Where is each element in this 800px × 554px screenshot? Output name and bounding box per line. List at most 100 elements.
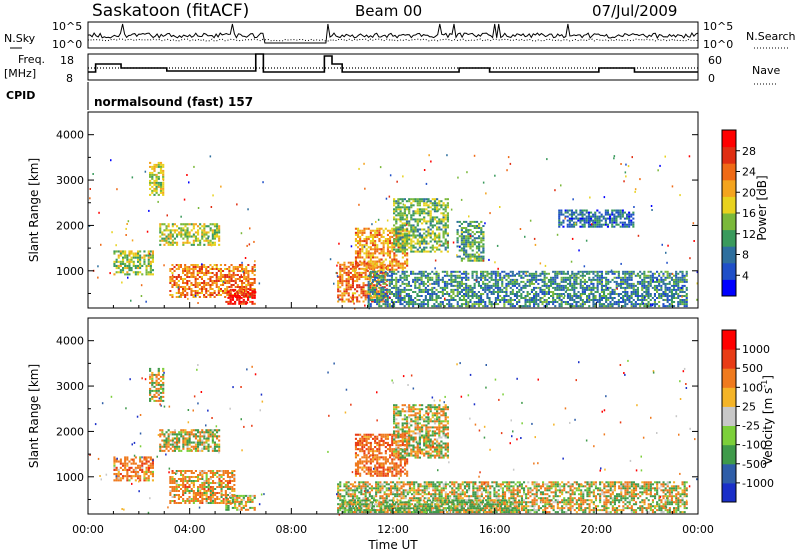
echo-cell-8	[378, 293, 381, 295]
echo-cell-8	[543, 299, 546, 301]
echo-cell-2	[113, 264, 116, 267]
echo-cell-8	[378, 276, 381, 279]
echo-cell-7	[393, 242, 396, 245]
echo-cell-2	[132, 458, 135, 461]
echo-cell-2	[132, 264, 135, 267]
echo-cell-9	[471, 220, 474, 223]
echo-cell-10	[579, 211, 582, 214]
echo-cell-8	[681, 272, 684, 275]
echo-cell-7	[423, 238, 426, 241]
echo-cell-8	[435, 299, 438, 301]
echo-cell-8	[617, 303, 620, 306]
echo-cell-5	[345, 290, 348, 293]
echo-cell-8	[632, 270, 635, 273]
echo-cell-8	[622, 280, 625, 283]
echo-cell-8	[526, 274, 529, 277]
echo-cell-1	[165, 235, 168, 238]
echo-cell-10	[632, 211, 635, 214]
echo-cell-1	[186, 239, 189, 242]
echo-cell-5	[339, 278, 342, 281]
echo-cell-8	[401, 303, 404, 306]
echo-cell-1	[216, 229, 219, 232]
echo-cell-2	[117, 264, 120, 267]
echo-cell-7	[438, 236, 441, 239]
echo-cell-8	[581, 301, 584, 303]
echo-cell-8	[545, 291, 548, 293]
echo-cell-7	[418, 246, 421, 249]
scatter-echo	[616, 287, 618, 290]
echo-cell-9	[456, 220, 459, 223]
echo-cell-8	[516, 278, 519, 281]
echo-cell-8	[683, 274, 686, 277]
echo-cell-3	[173, 270, 176, 272]
echo-cell-0	[157, 381, 160, 384]
echo-cell-7	[408, 206, 411, 209]
echo-cell-8	[437, 295, 440, 297]
echo-cell-8	[545, 276, 548, 279]
echo-cell-5	[366, 269, 369, 272]
echo-cell-8	[598, 301, 601, 303]
echo-cell-3	[241, 270, 244, 272]
echo-cell-8	[526, 284, 529, 287]
echo-cell-8	[367, 297, 370, 299]
echo-cell-0	[162, 387, 165, 390]
echo-cell-7	[421, 218, 424, 221]
echo-cell-8	[405, 301, 408, 303]
scatter-echo	[681, 295, 683, 298]
echo-cell-2	[149, 456, 152, 459]
echo-cell-8	[486, 295, 489, 297]
echo-cell-8	[615, 282, 618, 285]
echo-cell-8	[501, 270, 504, 273]
echo-cell-3	[190, 274, 193, 276]
echo-cell-8	[552, 299, 555, 301]
echo-cell-8	[622, 286, 625, 289]
echo-cell-10	[570, 211, 573, 214]
echo-cell-7	[416, 210, 419, 213]
echo-cell-7	[399, 244, 402, 247]
echo-cell-7	[397, 238, 400, 241]
echo-cell-1	[182, 437, 185, 440]
echo-cell-8	[577, 270, 580, 273]
echo-cell-8	[471, 303, 474, 306]
echo-cell-8	[579, 305, 582, 308]
echo-cell-2	[132, 262, 135, 265]
echo-cell-1	[216, 435, 219, 438]
echo-cell-3	[188, 502, 191, 504]
echo-cell-8	[588, 299, 591, 301]
echo-cell-0	[162, 367, 165, 370]
echo-cell-8	[450, 270, 453, 273]
echo-cell-8	[662, 293, 665, 295]
echo-cell-10	[628, 211, 631, 214]
echo-cell-7	[429, 236, 432, 239]
echo-cell-9	[456, 245, 459, 248]
echo-cell-8	[407, 301, 410, 303]
echo-cell-8	[552, 286, 555, 289]
echo-cell-8	[456, 301, 459, 303]
echo-cell-8	[683, 276, 686, 279]
echo-cell-3	[241, 294, 244, 296]
echo-cell-3	[192, 270, 195, 272]
echo-cell-3	[175, 264, 178, 266]
echo-cell-8	[480, 276, 483, 279]
echo-cell-0	[153, 183, 156, 186]
scatter-echo	[97, 265, 99, 268]
echo-cell-8	[395, 293, 398, 295]
echo-cell-8	[626, 303, 629, 306]
echo-cell-8	[458, 299, 461, 301]
echo-cell-10	[617, 223, 620, 226]
echo-cell-2	[134, 264, 137, 267]
echo-cell-8	[522, 291, 525, 293]
echo-cell-8	[620, 286, 623, 289]
scatter-echo	[620, 163, 622, 165]
scatter-echo	[371, 223, 373, 226]
echo-cell-10	[596, 209, 599, 212]
echo-cell-10	[577, 217, 580, 220]
scatter-echo	[494, 174, 496, 177]
echo-cell-8	[609, 286, 612, 289]
echo-cell-1	[203, 229, 206, 232]
echo-cell-9	[473, 257, 476, 260]
echo-cell-8	[649, 274, 652, 277]
echo-cell-7	[446, 198, 449, 201]
echo-cell-10	[583, 223, 586, 226]
echo-cell-10	[594, 219, 597, 222]
